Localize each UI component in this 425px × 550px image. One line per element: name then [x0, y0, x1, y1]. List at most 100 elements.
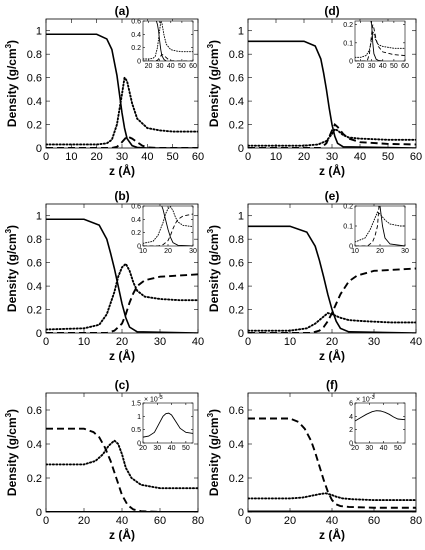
y-tick-label: 0.2: [27, 120, 42, 132]
series-dashed-line: [248, 123, 416, 148]
y-tick-label: 1: [36, 211, 42, 223]
x-tick-label: 50: [182, 445, 190, 452]
x-tick-label: 80: [192, 515, 204, 527]
y-tick-label: 6: [349, 401, 353, 408]
x-tick-label: 60: [154, 515, 166, 527]
series-dashed-line: [248, 267, 416, 333]
inset-exponent-base: × 10: [356, 397, 370, 404]
series-dotted-line: [248, 312, 416, 332]
y-tick-label: 0.4: [27, 439, 42, 451]
y-axis-label: Density (g/cm3): [4, 40, 19, 127]
series-solid-line: [161, 206, 193, 246]
x-tick-label: 20: [164, 248, 172, 255]
x-tick-label: 30: [154, 336, 166, 348]
x-tick-label: 30: [368, 63, 376, 70]
x-tick-label: 20: [284, 515, 296, 527]
x-tick-label: 0: [43, 515, 49, 527]
y-tick-label: 0.6: [229, 258, 244, 270]
y-tick-label: 0: [137, 441, 141, 448]
y-tick-label: 0.2: [229, 473, 244, 485]
y-tick-label: 0: [238, 507, 244, 519]
x-tick-label: 40: [410, 336, 422, 348]
series-dashed-line: [46, 273, 198, 333]
y-tick-label: 0.1: [343, 224, 353, 231]
inset-exponent-power: -3: [370, 395, 375, 401]
y-tick-label: 0.4: [131, 32, 141, 39]
series-dashed-line: [143, 213, 193, 246]
inset-plot-a: 20 30 40 50 60 0 0.2 0.4 0.6: [131, 19, 197, 71]
y-axis-label-close: ): [5, 225, 19, 229]
y-axis-label-main: Density (g/cm: [207, 48, 221, 127]
y-tick-label: 0.8: [229, 49, 244, 61]
series-dotted-line: [248, 128, 416, 147]
y-tick-label: 0.2: [343, 22, 353, 29]
x-tick-label: 10: [65, 151, 77, 163]
x-tick-label: 40: [167, 63, 175, 70]
y-tick-label: 0.2: [131, 230, 141, 237]
panel-title-c: (c): [115, 378, 130, 392]
x-tick-label: 0: [245, 151, 251, 163]
y-tick-label: 0: [137, 59, 141, 66]
y-tick-label: 1: [238, 26, 244, 38]
y-axis-label-close: ): [5, 409, 19, 413]
x-tick-label: 40: [379, 63, 387, 70]
y-tick-label: 0.2: [343, 204, 353, 211]
x-tick-label: 50: [394, 445, 402, 452]
x-tick-label: 20: [145, 63, 153, 70]
x-tick-label: 20: [298, 151, 310, 163]
x-axis-label: z (Å): [109, 527, 135, 542]
series-dotted-line: [355, 30, 405, 58]
series-solid-line: [370, 21, 383, 61]
x-tick-label: 50: [390, 63, 398, 70]
y-tick-label: 0: [349, 441, 353, 448]
series-solid-line: [143, 412, 193, 438]
y-tick-label: 0: [349, 59, 353, 66]
y-axis-label-main: Density (g/cm: [207, 233, 221, 312]
series-dotted-line: [46, 262, 198, 331]
y-tick-label: 0: [238, 143, 244, 155]
y-axis-label-superscript: 3: [206, 228, 215, 233]
x-tick-label: 20: [139, 445, 147, 452]
y-tick-label: 0.4: [27, 281, 42, 293]
y-axis-label-superscript: 3: [4, 228, 13, 233]
y-axis-label: Density (g/cm3): [4, 409, 19, 496]
y-tick-label: 0: [36, 507, 42, 519]
x-axis-label: z (Å): [319, 348, 345, 363]
inset-frame: [142, 205, 194, 247]
x-tick-label: 30: [116, 151, 128, 163]
y-tick-label: 0.2: [131, 45, 141, 52]
x-tick-label: 60: [401, 63, 409, 70]
x-tick-label: 60: [368, 515, 380, 527]
series-solid-line: [355, 410, 405, 422]
x-tick-label: 30: [156, 63, 164, 70]
x-tick-label: 40: [192, 336, 204, 348]
y-axis-label-close: ): [5, 40, 19, 44]
x-axis-label: z (Å): [109, 163, 135, 178]
x-tick-label: 80: [410, 515, 422, 527]
y-axis-label-main: Density (g/cm: [5, 233, 19, 312]
x-tick-label: 10: [78, 336, 90, 348]
series-solid-line: [46, 218, 198, 333]
y-tick-label: 0.6: [27, 258, 42, 270]
series-dotted-line: [143, 206, 193, 244]
inset-exponent-label: × 10-3: [144, 395, 163, 404]
x-tick-label: 40: [326, 515, 338, 527]
y-tick-label: 0.6: [131, 19, 141, 26]
y-tick-label: 0.6: [27, 405, 42, 417]
y-tick-label: 4: [349, 414, 353, 421]
x-tick-label: 0: [245, 336, 251, 348]
x-tick-label: 20: [376, 248, 384, 255]
panel-title-d: (d): [324, 4, 339, 18]
y-tick-label: 0.5: [131, 427, 141, 434]
y-tick-label: 0.4: [27, 96, 42, 108]
y-tick-label: 1: [238, 211, 244, 223]
panel-title-f: (f): [326, 378, 338, 392]
series-dashed-line: [248, 417, 416, 509]
series-dotted-line: [46, 75, 198, 146]
y-tick-label: 1: [36, 26, 42, 38]
x-tick-label: 20: [116, 336, 128, 348]
x-tick-label: 40: [354, 151, 366, 163]
series-dotted-line: [248, 492, 416, 502]
y-axis-label: Density (g/cm3): [206, 225, 221, 312]
